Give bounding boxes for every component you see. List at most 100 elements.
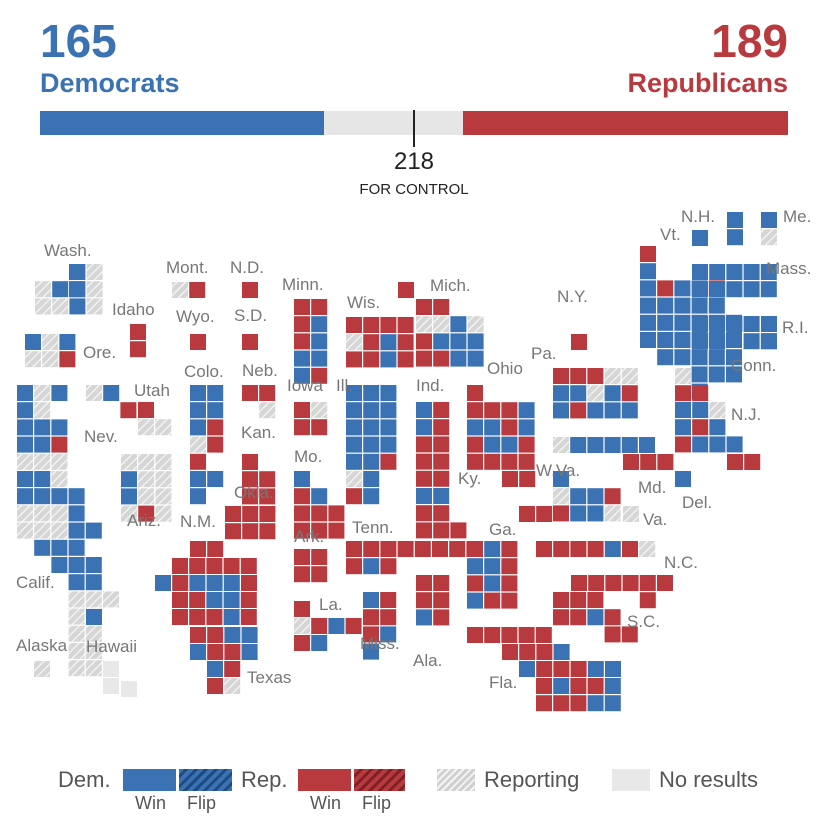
- district-cell: [604, 609, 621, 626]
- district-cell: [259, 385, 276, 401]
- district-cell: [363, 334, 380, 351]
- district-cell: [433, 453, 450, 470]
- district-cell: [346, 419, 362, 436]
- district-cell: [467, 575, 483, 592]
- district-cell: [311, 635, 328, 651]
- district-cell: [416, 419, 432, 436]
- district-cell: [467, 316, 484, 333]
- district-cell: [380, 558, 397, 575]
- district-cell: [259, 523, 276, 540]
- district-cell: [328, 522, 345, 539]
- district-cell: [311, 299, 328, 315]
- district-cell: [416, 592, 432, 609]
- state-label: Ala.: [413, 651, 442, 670]
- district-cell: [311, 367, 328, 384]
- district-cell: [657, 454, 674, 470]
- district-cell: [86, 385, 102, 401]
- district-cell: [587, 437, 604, 453]
- district-cell: [397, 317, 414, 333]
- legend-dem-label: Dem.: [58, 767, 111, 792]
- district-cell: [553, 678, 570, 694]
- district-cell: [726, 436, 743, 453]
- district-cell: [155, 419, 172, 436]
- district-cell: [380, 626, 397, 643]
- rep-seat-count: 189: [711, 15, 788, 67]
- district-cell: [588, 575, 605, 591]
- district-cell: [621, 437, 638, 453]
- district-cell: [553, 695, 570, 712]
- district-cell: [621, 368, 638, 384]
- district-cell: [416, 470, 432, 487]
- district-cell: [640, 454, 657, 470]
- district-cell: [294, 316, 310, 333]
- district-cell: [675, 436, 691, 453]
- district-grid: [17, 212, 777, 712]
- district-cell: [224, 644, 241, 660]
- legend-reporting-label: Reporting: [484, 767, 580, 792]
- district-cell: [294, 549, 310, 565]
- district-cell: [311, 402, 328, 418]
- district-cell: [760, 264, 777, 280]
- district-cell: [536, 506, 553, 522]
- district-cell: [120, 402, 137, 419]
- district-cell: [639, 437, 655, 453]
- district-cell: [294, 350, 310, 367]
- district-cell: [207, 644, 224, 660]
- district-cell: [311, 333, 328, 350]
- district-cell: [433, 505, 450, 522]
- district-cell: [242, 454, 258, 470]
- district-cell: [172, 282, 188, 298]
- district-cell: [242, 471, 258, 488]
- district-cell: [68, 643, 85, 659]
- district-cell: [241, 575, 257, 591]
- district-cell: [604, 488, 621, 505]
- district-cell: [433, 575, 450, 591]
- district-cell: [380, 334, 397, 351]
- district-cell: [587, 695, 604, 712]
- district-cell: [675, 471, 691, 487]
- district-cell: [121, 505, 137, 522]
- district-cell: [225, 506, 241, 522]
- district-cell: [640, 332, 656, 348]
- district-cell: [761, 229, 777, 246]
- district-cell: [155, 575, 171, 591]
- district-cell: [363, 541, 380, 557]
- legend-no-results-swatch: [612, 769, 650, 791]
- district-cell: [692, 230, 708, 246]
- rep-party-label: Republicans: [627, 68, 788, 98]
- district-cell: [345, 618, 362, 634]
- district-cell: [761, 333, 777, 350]
- district-cell: [433, 488, 450, 504]
- district-cell: [189, 592, 206, 608]
- district-cell: [674, 314, 691, 331]
- district-cell: [553, 609, 569, 626]
- district-cell: [103, 678, 119, 694]
- legend-rep-flip-label: Flip: [362, 793, 392, 813]
- district-cell: [294, 471, 310, 487]
- state-label: N.C.: [664, 553, 698, 572]
- district-cell: [727, 212, 743, 228]
- district-cell: [416, 505, 432, 522]
- district-cell: [207, 419, 224, 436]
- district-cell: [189, 558, 206, 574]
- district-cell: [416, 333, 432, 350]
- district-cell: [85, 660, 102, 677]
- district-cell: [467, 558, 483, 575]
- district-cell: [657, 349, 674, 366]
- district-cell: [363, 558, 380, 575]
- district-cell: [240, 558, 257, 574]
- district-cell: [708, 297, 725, 314]
- district-cell: [35, 281, 51, 298]
- district-cell: [172, 609, 188, 625]
- district-cell: [380, 351, 397, 368]
- district-cell: [501, 541, 518, 557]
- district-cell: [674, 332, 691, 348]
- district-cell: [709, 402, 726, 418]
- district-cell: [380, 453, 397, 470]
- state-label: Ind.: [416, 376, 444, 395]
- district-cell: [692, 333, 708, 350]
- district-cell: [570, 592, 587, 608]
- state-labels: Wash. Idaho Mont. N.D. Minn. Wis. Mich. N.Y. Vt.…: [16, 207, 811, 692]
- district-cell: [380, 419, 397, 436]
- district-cell: [709, 436, 726, 453]
